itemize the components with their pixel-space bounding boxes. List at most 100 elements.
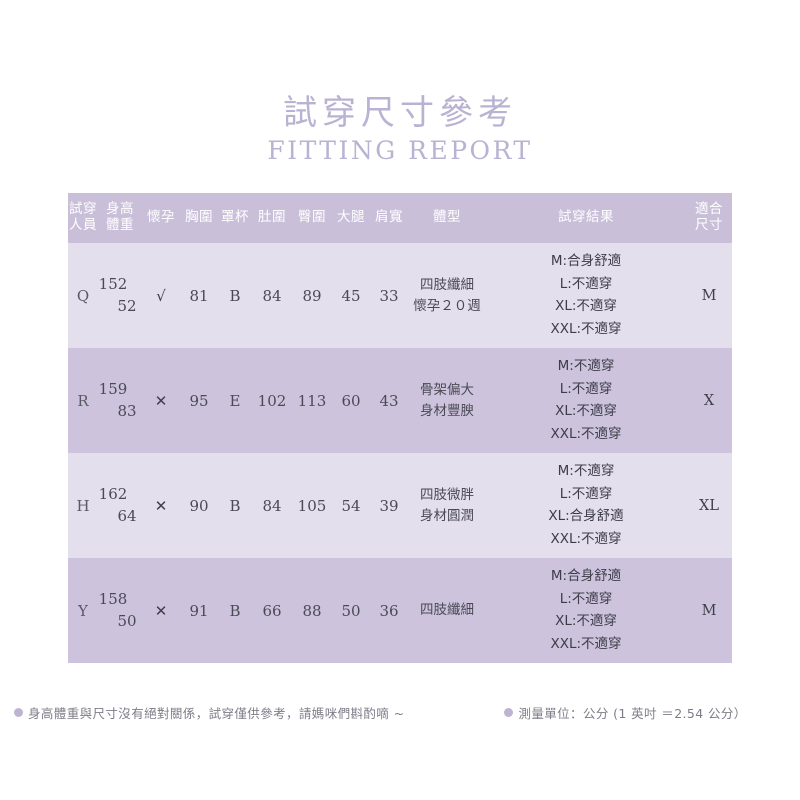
table-header-row: 試穿 人員 身高 體重 懷孕 胸圍 罩杯 肚圍 臀圍 大腿 肩寬 體型 試穿結果 (68, 193, 732, 243)
result-size-m: M:不適穿 (557, 358, 615, 374)
cell-thigh: 50 (341, 601, 361, 620)
cell-thigh: 45 (341, 286, 361, 305)
cell-person: Y (78, 601, 88, 620)
column-header-pregnant: 懷孕 (147, 209, 175, 226)
cell-hip: 113 (297, 391, 327, 410)
result-size-xl: XL:不適穿 (555, 403, 617, 419)
cell-fitting-result: M:合身舒適 L:不適穿 XL:不適穿 XXL:不適穿 (486, 243, 686, 348)
body-shape-line-1: 四肢纖細 (420, 277, 474, 294)
result-size-xxl: XXL:不適穿 (550, 635, 622, 652)
page-title-english: FITTING REPORT (267, 135, 533, 165)
footer-note-unit: 測量單位：公分 (1 英吋 ＝2.54 公分） (504, 703, 746, 722)
result-size-m: M:合身舒適 (550, 253, 622, 269)
result-size-xxl: XXL:不適穿 (550, 320, 622, 337)
fitting-table-wrapper: 試穿 人員 身高 體重 懷孕 胸圍 罩杯 肚圍 臀圍 大腿 肩寬 體型 試穿結果 (68, 193, 732, 663)
cell-cup: E (229, 391, 241, 410)
cell-belly: 84 (262, 286, 282, 305)
cell-height-weight: 158 50 (98, 558, 142, 663)
cell-hip: 105 (297, 496, 327, 515)
result-size-m: M:合身舒適 (550, 568, 622, 584)
footer-note-unit-text: 測量單位：公分 (1 英吋 ＝2.54 公分） (518, 706, 747, 721)
cell-bust: 95 (189, 391, 209, 410)
cell-height-weight: 162 64 (98, 453, 142, 558)
cell-thigh: 54 (341, 496, 361, 515)
cell-hip: 88 (302, 601, 322, 620)
cell-suitable-size: X (703, 392, 715, 409)
cell-suitable-size: M (701, 602, 717, 619)
result-size-xl: XL:不適穿 (555, 613, 617, 629)
cell-bust: 91 (189, 601, 209, 620)
result-size-xxl: XXL:不適穿 (550, 425, 622, 442)
footer-notes: 身高體重與尺寸沒有絕對關係，試穿僅供參考，請媽咪們斟酌嘀 ~ 測量單位：公分 (… (14, 703, 786, 722)
footer-note-disclaimer-text: 身高體重與尺寸沒有絕對關係，試穿僅供參考，請媽咪們斟酌嘀 ~ (28, 706, 405, 721)
cell-height: 152 (98, 274, 128, 293)
cell-fitting-result: M:不適穿 L:不適穿 XL:不適穿 XXL:不適穿 (486, 348, 686, 453)
cell-shoulder: 43 (379, 391, 399, 410)
cell-person: R (77, 391, 89, 410)
cell-suitable-size: XL (699, 497, 719, 514)
cell-bust: 81 (189, 286, 209, 305)
column-header-height-weight: 身高 體重 (106, 201, 134, 233)
fitting-table: 試穿 人員 身高 體重 懷孕 胸圍 罩杯 肚圍 臀圍 大腿 肩寬 體型 試穿結果 (68, 193, 732, 663)
result-size-l: L:不適穿 (559, 485, 613, 502)
result-size-l: L:不適穿 (559, 275, 613, 292)
cell-bust: 90 (189, 496, 209, 515)
cell-height: 158 (98, 589, 128, 608)
page-title-block: 試穿尺寸參考 FITTING REPORT (0, 0, 800, 165)
cell-pregnant: √ (156, 286, 166, 305)
footer-note-disclaimer: 身高體重與尺寸沒有絕對關係，試穿僅供參考，請媽咪們斟酌嘀 ~ (14, 703, 404, 722)
cell-belly: 102 (257, 391, 287, 410)
column-header-belly: 肚圍 (258, 209, 286, 226)
result-size-l: L:不適穿 (559, 590, 613, 607)
bullet-icon (504, 708, 514, 717)
cell-thigh: 60 (341, 391, 361, 410)
cell-cup: B (229, 496, 241, 515)
column-header-person: 試穿 人員 (69, 201, 97, 233)
column-header-cup: 罩杯 (221, 209, 249, 226)
cell-person: Q (76, 286, 90, 305)
bullet-icon (14, 708, 23, 717)
cell-fitting-result: M:不適穿 L:不適穿 XL:合身舒適 XXL:不適穿 (486, 453, 686, 558)
column-header-body-shape: 體型 (433, 209, 461, 226)
cell-body-shape: 四肢纖細 懷孕２０週 (408, 243, 486, 348)
cell-pregnant: ✕ (154, 601, 168, 620)
column-header-suitable-size: 適合 尺寸 (695, 201, 723, 233)
cell-height: 159 (98, 379, 128, 398)
column-header-bust: 胸圍 (185, 209, 213, 226)
cell-weight: 50 (117, 611, 137, 630)
cell-body-shape: 四肢纖細 (408, 558, 486, 663)
cell-height-weight: 159 83 (98, 348, 142, 453)
column-header-fitting-result: 試穿結果 (558, 209, 614, 226)
table-row: R 159 83 ✕ 95 E 102 113 60 43 骨架偏大 身材豐腴 (68, 348, 732, 453)
body-shape-line-1: 四肢微胖 (420, 487, 474, 504)
cell-weight: 64 (117, 506, 137, 525)
column-header-thigh: 大腿 (337, 209, 365, 226)
cell-shoulder: 36 (379, 601, 399, 620)
cell-body-shape: 四肢微胖 身材圓潤 (408, 453, 486, 558)
cell-height: 162 (98, 484, 128, 503)
cell-weight: 52 (117, 296, 137, 315)
result-size-m: M:不適穿 (557, 463, 615, 479)
cell-pregnant: ✕ (154, 391, 168, 410)
cell-body-shape: 骨架偏大 身材豐腴 (408, 348, 486, 453)
body-shape-line-1: 骨架偏大 (420, 382, 474, 399)
cell-belly: 66 (262, 601, 282, 620)
body-shape-line-2: 懷孕２０週 (413, 297, 481, 314)
cell-person: H (76, 496, 90, 515)
cell-shoulder: 39 (379, 496, 399, 515)
cell-shoulder: 33 (379, 286, 399, 305)
table-row: Q 152 52 √ 81 B 84 89 45 33 四肢纖細 懷孕２０週 (68, 243, 732, 348)
column-header-hip: 臀圍 (298, 209, 326, 226)
body-shape-line-2: 身材圓潤 (420, 507, 474, 524)
body-shape-line-2: 身材豐腴 (420, 402, 474, 419)
column-header-shoulder: 肩寬 (375, 209, 403, 226)
table-row: H 162 64 ✕ 90 B 84 105 54 39 四肢微胖 身材圓潤 (68, 453, 732, 558)
cell-weight: 83 (117, 401, 137, 420)
page-title-chinese: 試穿尺寸參考 (283, 93, 517, 133)
table-row: Y 158 50 ✕ 91 B 66 88 50 36 四肢纖細 (68, 558, 732, 663)
body-shape-line-1: 四肢纖細 (420, 602, 474, 619)
table-body: Q 152 52 √ 81 B 84 89 45 33 四肢纖細 懷孕２０週 (68, 243, 732, 663)
result-size-xl: XL:合身舒適 (548, 508, 624, 524)
cell-cup: B (229, 286, 241, 305)
